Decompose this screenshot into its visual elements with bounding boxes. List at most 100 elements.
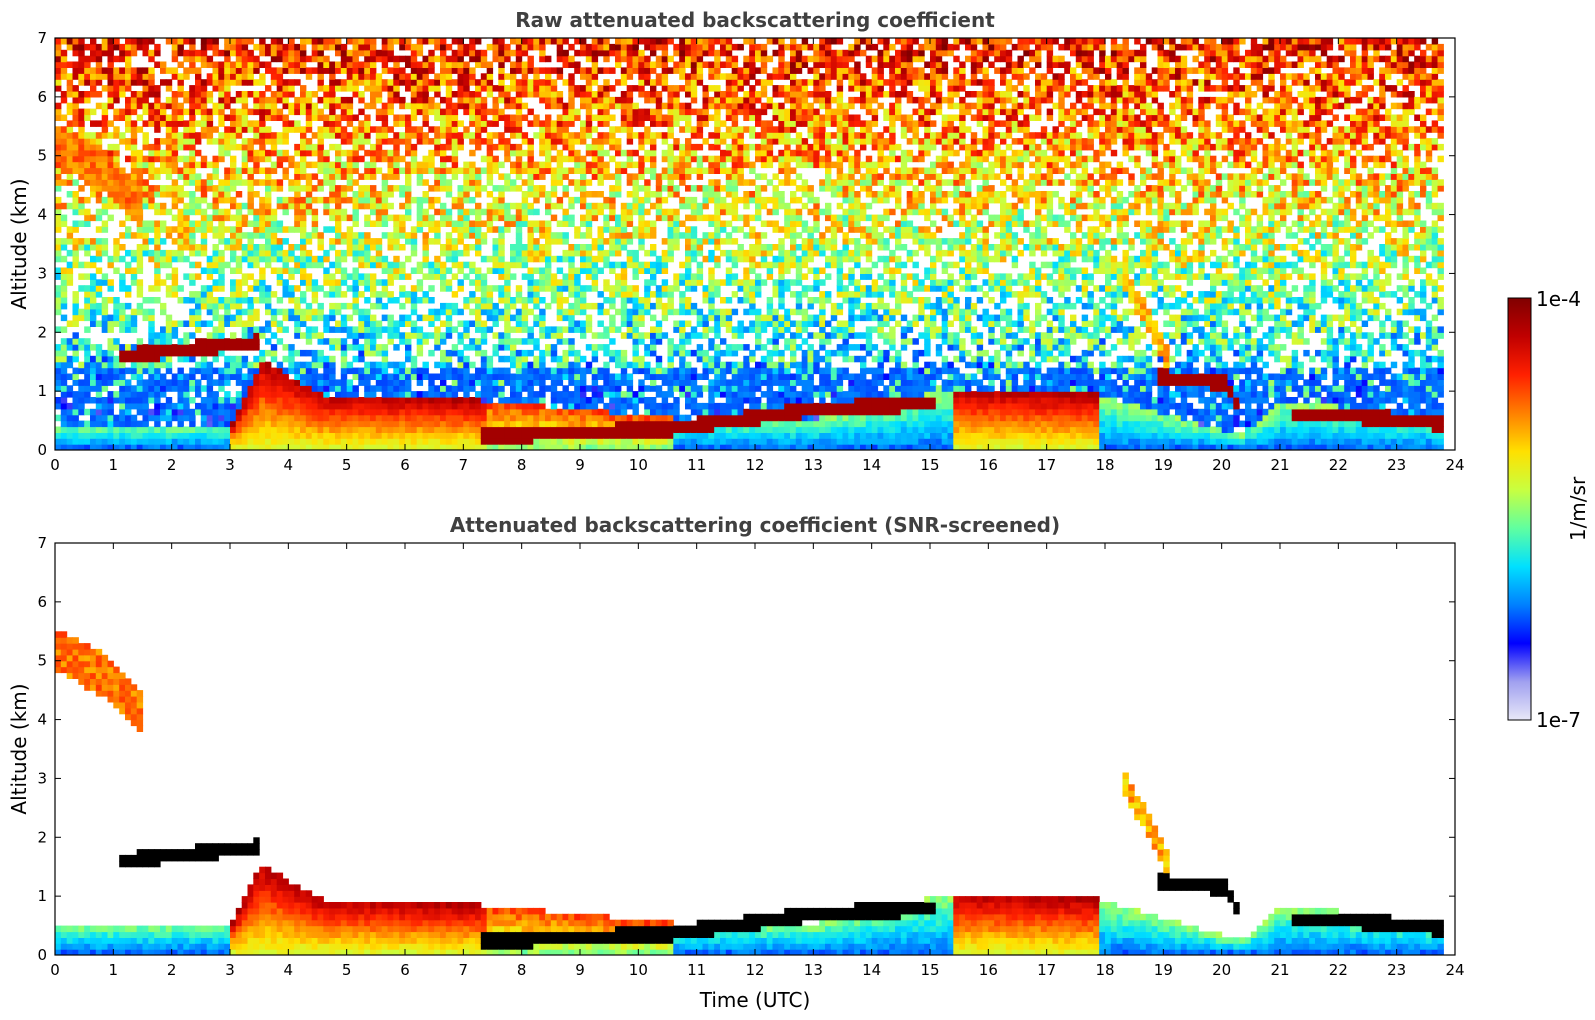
heatmap-cell [136,191,144,198]
heatmap-cell [294,414,301,422]
heatmap-cell [463,297,470,304]
heatmap-cell [585,43,593,51]
heatmap-cell [230,96,237,104]
heatmap-cell [101,349,109,357]
heatmap-cell [282,196,289,204]
raw-backscatter-panel: Raw attenuated backscattering coefficien… [7,8,1465,474]
heatmap-cell [72,226,79,233]
heatmap-cell [323,161,330,169]
heatmap-cell [230,120,237,127]
heatmap-cell [416,73,424,80]
heatmap-cell [212,355,219,363]
heatmap-cell [119,438,126,445]
heatmap-cell [445,367,453,375]
heatmap-cell [72,367,79,375]
heatmap-cell [294,196,301,204]
heatmap-cell [265,426,272,433]
heatmap-cell [410,114,418,121]
heatmap-cell [95,367,103,375]
heatmap-cell [90,426,97,433]
heatmap-cell [451,373,459,380]
heatmap-cell [399,391,406,398]
heatmap-cell [410,326,418,333]
heatmap-cell [375,114,383,121]
heatmap-cell [469,379,476,386]
heatmap-cell [305,314,313,322]
heatmap-cell [434,185,441,192]
heatmap-cell [329,385,336,392]
heatmap-cell [580,67,587,74]
heatmap-cell [265,167,272,174]
heatmap-cell [416,138,424,145]
heatmap-cell [305,179,313,186]
heatmap-cell [381,261,389,269]
heatmap-cell [387,426,394,433]
heatmap-cell [440,55,447,63]
heatmap-cell [422,79,429,86]
heatmap-cell [434,344,441,351]
heatmap-cell [136,167,144,174]
heatmap-cell [329,73,336,80]
heatmap-cell [247,314,254,322]
heatmap-cell [352,285,359,292]
heatmap-cell [545,285,552,292]
heatmap-cell [469,432,476,439]
heatmap-cell [346,67,354,74]
heatmap-cell [486,191,494,198]
heatmap-cell [428,373,435,380]
heatmap-cell [136,285,144,292]
heatmap-cell [241,255,249,263]
heatmap-cell [457,385,464,392]
heatmap-cell [323,326,330,333]
heatmap-cell [428,349,435,357]
heatmap-cell [527,179,534,186]
heatmap-cell [416,79,424,86]
heatmap-cell [235,432,243,439]
heatmap-cell [521,61,529,68]
heatmap-cell [340,173,348,180]
heatmap-cell [235,108,243,116]
heatmap-cell [224,426,231,433]
heatmap-cell [475,179,482,186]
heatmap-cell [387,397,394,404]
heatmap-cell [224,85,231,92]
heatmap-cell [183,408,190,416]
heatmap-cell [72,43,79,51]
heatmap-cell [218,279,225,286]
heatmap-cell [504,367,511,375]
heatmap-cell [469,120,476,127]
heatmap-cell [72,102,79,110]
heatmap-cell [235,379,243,386]
heatmap-cell [125,38,132,45]
heatmap-cell [253,373,260,380]
heatmap-cell [428,38,435,45]
heatmap-cell [370,255,377,263]
heatmap-cell [352,43,359,51]
heatmap-cell [585,314,593,322]
heatmap-cell [416,391,424,398]
heatmap-cell [335,249,342,257]
heatmap-cell [340,420,348,428]
heatmap-cell [405,385,412,392]
heatmap-cell [469,185,476,192]
heatmap-cell [451,291,459,298]
heatmap-cell [154,344,161,351]
heatmap-cell [387,38,394,45]
heatmap-cell [457,414,464,422]
heatmap-cell [84,73,91,80]
heatmap-cell [533,220,540,227]
heatmap-cell [90,185,97,192]
heatmap-cell [574,91,581,98]
heatmap-cell [60,444,68,450]
heatmap-cell [130,326,138,333]
heatmap-cell [317,85,324,92]
heatmap-cell [399,191,406,198]
heatmap-cell [381,43,389,51]
heatmap-cell [480,379,488,386]
heatmap-cell [90,238,97,245]
heatmap-cell [84,238,91,245]
heatmap-cell [177,232,184,239]
heatmap-cell [224,297,231,304]
heatmap-cell [101,297,109,304]
heatmap-cell [78,120,85,127]
